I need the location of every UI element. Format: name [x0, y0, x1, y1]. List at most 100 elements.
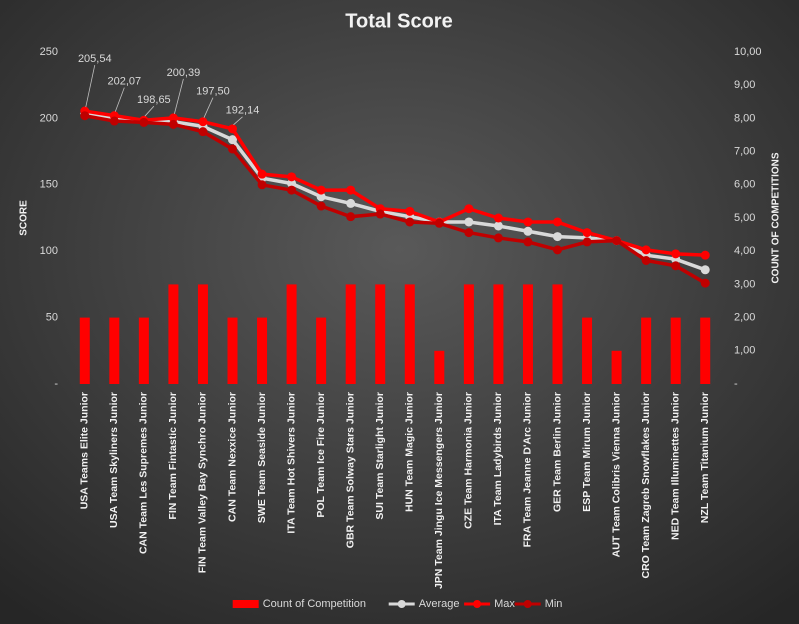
marker: [523, 226, 533, 236]
x-tick-label: FIN Team Fintastic Junior: [167, 392, 179, 520]
bar: [463, 284, 474, 384]
marker: [464, 228, 474, 238]
bar: [109, 317, 120, 384]
y-tick-label: 250: [40, 46, 58, 58]
marker: [671, 261, 681, 271]
data-label: 205,54: [78, 53, 112, 65]
x-tick-label: FRA Team Jeanne D'Arc Junior: [522, 392, 534, 547]
y2-tick-label: 8,00: [734, 112, 755, 124]
data-label: 197,50: [196, 86, 230, 98]
y2-tick-label: 6,00: [734, 179, 755, 191]
marker: [641, 245, 651, 255]
x-tick-label: USA Teams Elite Junior: [79, 392, 91, 509]
bar: [641, 317, 652, 384]
x-tick-label: USA Team Skyliners Junior: [108, 392, 120, 528]
bar: [670, 317, 681, 384]
marker: [228, 124, 237, 134]
bar: [286, 284, 297, 384]
marker: [405, 206, 415, 216]
marker: [346, 198, 356, 208]
y2-tick-label: 3,00: [734, 278, 755, 290]
marker: [405, 217, 415, 227]
marker: [287, 172, 297, 182]
marker: [287, 178, 297, 188]
leader-line: [114, 87, 125, 112]
legend-swatch: [232, 600, 259, 608]
legend-label: Max: [494, 598, 515, 610]
marker: [553, 232, 562, 242]
bar: [79, 317, 90, 384]
y-tick-label: -: [54, 378, 58, 390]
y-axis-title: SCORE: [19, 200, 30, 236]
marker: [198, 117, 208, 127]
marker: [641, 255, 651, 265]
bar: [493, 284, 504, 384]
x-tick-label: GER Team Berlin Junior: [551, 392, 563, 512]
bar: [257, 317, 268, 384]
legend-label: Average: [419, 598, 460, 610]
marker: [80, 111, 90, 121]
bar: [434, 350, 445, 384]
marker: [493, 233, 503, 243]
marker: [228, 144, 237, 154]
y2-tick-label: 4,00: [734, 245, 755, 257]
x-tick-label: FIN Team Valley Bay Synchro Junior: [197, 392, 209, 573]
x-tick-label: SUI Team Starlight Junior: [374, 392, 386, 520]
x-tick-label: HUN Team Magic Junior: [404, 392, 416, 512]
marker: [464, 204, 474, 214]
bar: [522, 284, 533, 384]
marker: [228, 135, 237, 145]
marker: [582, 228, 592, 238]
leader-line: [144, 105, 155, 117]
marker: [493, 221, 503, 231]
x-tick-label: GBR Team Solway Stars Junior: [344, 392, 356, 548]
bar: [611, 350, 622, 384]
legend-label: Count of Competition: [263, 598, 366, 610]
y2-tick-label: 5,00: [734, 212, 755, 224]
x-tick-label: NZL Team Titanium Junior: [699, 392, 711, 523]
marker: [523, 217, 533, 227]
y-tick-label: 100: [40, 245, 58, 257]
marker: [168, 119, 178, 129]
marker: [109, 116, 119, 126]
marker: [700, 278, 710, 288]
data-label: 198,65: [137, 94, 171, 106]
x-tick-label: ITA Team Ladybirds Junior: [492, 392, 504, 525]
chart-title: Total Score: [345, 10, 452, 32]
y2-tick-label: 1,00: [734, 345, 755, 357]
y-tick-label: 200: [40, 112, 58, 124]
x-tick-label: CRO Team Zagreb Snowflakes Junior: [640, 392, 652, 579]
legend-marker: [523, 600, 532, 608]
marker: [346, 185, 356, 195]
data-label: 192,14: [226, 105, 260, 117]
bar: [582, 317, 593, 384]
x-tick-label: ESP Team Mirum Junior: [581, 392, 593, 512]
y2-tick-label: 10,00: [734, 46, 762, 58]
x-tick-label: JPN Team Jingu Ice Messengers Junior: [433, 392, 445, 589]
marker: [346, 212, 356, 222]
x-tick-label: CAN Team Nexxice Junior: [226, 392, 238, 522]
x-tick-label: AUT Team Colibris Vienna Junior: [610, 392, 622, 557]
legend-label: Min: [545, 598, 563, 610]
marker: [316, 201, 326, 211]
marker: [553, 245, 562, 255]
y-tick-label: 50: [46, 312, 58, 324]
y-tick-label: 150: [40, 179, 58, 191]
data-label: 202,07: [107, 76, 141, 88]
legend-marker: [473, 600, 482, 608]
leader-line: [233, 116, 243, 126]
marker: [612, 236, 622, 246]
x-tick-label: CZE Team Harmonia Junior: [463, 392, 475, 529]
leader-line: [203, 97, 214, 118]
leader-line: [174, 78, 184, 114]
bar: [138, 317, 149, 384]
bar: [316, 317, 327, 384]
marker: [168, 113, 178, 123]
marker: [316, 192, 326, 202]
bar: [197, 284, 208, 384]
marker: [464, 217, 474, 227]
y2-tick-label: 9,00: [734, 79, 755, 91]
bar: [345, 284, 356, 384]
x-tick-label: SWE Team Seaside Junior: [256, 392, 268, 523]
